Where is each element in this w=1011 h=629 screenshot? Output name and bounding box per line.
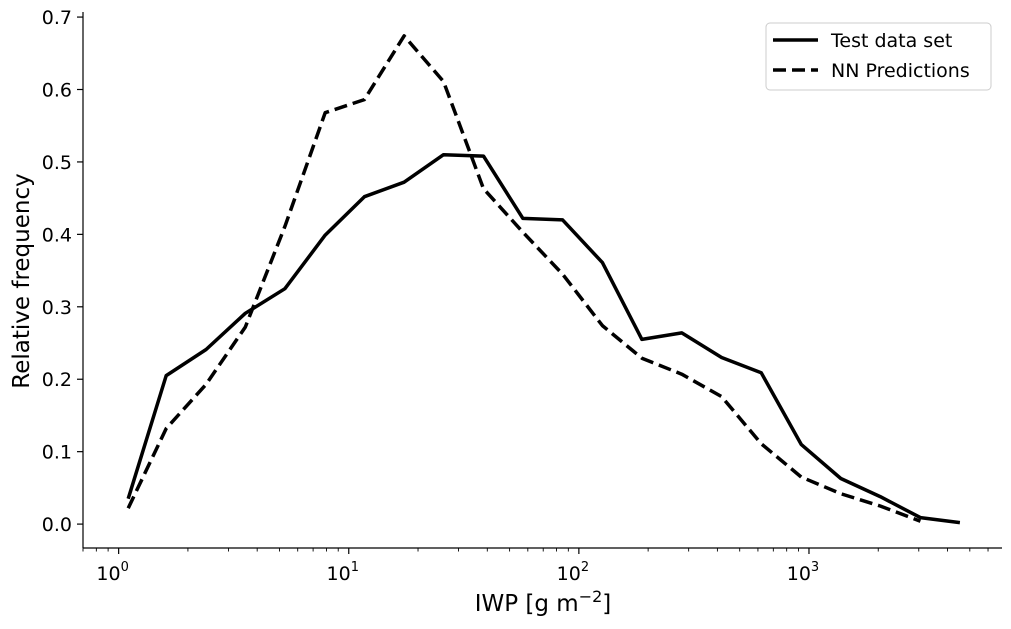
legend-label-nn-predictions: NN Predictions bbox=[831, 60, 970, 82]
y-tick-label: 0.0 bbox=[42, 514, 72, 536]
series-line-test-data-set bbox=[126, 152, 961, 525]
x-axis-label: IWP [g m−2] bbox=[475, 587, 612, 617]
x-tick-label: 103 bbox=[787, 560, 819, 585]
y-tick-label: 0.6 bbox=[42, 80, 72, 102]
series-line-nn-predictions bbox=[126, 34, 922, 523]
legend-label-test-data-set: Test data set bbox=[830, 30, 952, 52]
x-tick-label: 102 bbox=[557, 560, 589, 585]
y-tick-label: 0.4 bbox=[42, 224, 72, 246]
y-tick-label: 0.1 bbox=[42, 442, 72, 464]
y-tick-label: 0.5 bbox=[42, 152, 72, 174]
y-tick-label: 0.2 bbox=[42, 369, 72, 391]
y-axis-ticks: 0.0 0.1 0.2 0.3 0.4 0.5 0.6 0.7 bbox=[42, 7, 83, 536]
y-tick-label: 0.3 bbox=[42, 297, 72, 319]
x-tick-label: 100 bbox=[96, 560, 128, 585]
x-tick-label: 101 bbox=[327, 560, 359, 585]
y-tick-label: 0.7 bbox=[42, 7, 72, 29]
x-axis-ticks: 100 101 102 103 bbox=[96, 548, 819, 585]
x-axis-minor-ticks bbox=[82, 548, 989, 552]
legend: Test data set NN Predictions bbox=[765, 22, 992, 91]
legend-box bbox=[765, 22, 992, 91]
y-axis-label: Relative frequency bbox=[9, 173, 35, 388]
series-layer bbox=[126, 34, 961, 525]
